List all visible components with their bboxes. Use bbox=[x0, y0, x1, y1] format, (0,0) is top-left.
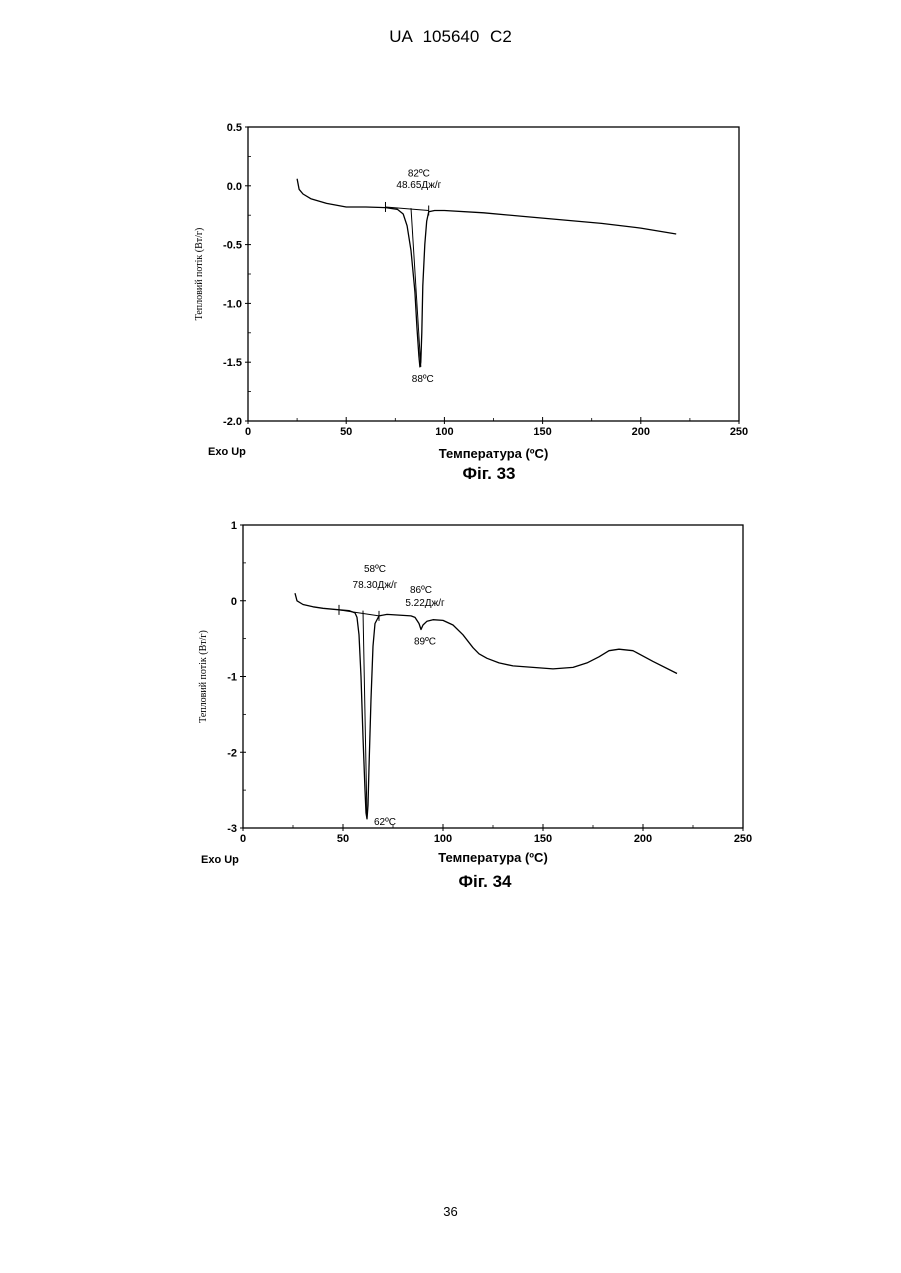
plot-frame bbox=[243, 525, 743, 828]
page-number: 36 bbox=[0, 1204, 901, 1219]
peak-annotation: 62ºC bbox=[374, 817, 396, 828]
dsc-chart-fig-34: 10-1-2-3050100150200250Тепловий потік (В… bbox=[0, 0, 901, 900]
y-tick-label: 0 bbox=[231, 596, 237, 608]
integration-baseline bbox=[339, 610, 379, 616]
x-axis-label: Температура (ºC) bbox=[438, 850, 548, 865]
figure-label: Фіг. 34 bbox=[459, 872, 513, 891]
y-tick-label: -3 bbox=[227, 823, 237, 835]
peak-annotation: 5.22Дж/г bbox=[405, 598, 445, 609]
y-tick-label: 1 bbox=[231, 520, 237, 532]
x-tick-label: 200 bbox=[634, 833, 652, 845]
x-tick-label: 0 bbox=[240, 833, 246, 845]
x-tick-label: 250 bbox=[734, 833, 752, 845]
dsc-curve bbox=[295, 593, 677, 819]
peak-annotation: 58ºC bbox=[364, 564, 386, 575]
x-tick-label: 50 bbox=[337, 833, 349, 845]
y-tick-label: -2 bbox=[227, 747, 237, 759]
x-tick-label: 100 bbox=[434, 833, 452, 845]
x-tick-label: 150 bbox=[534, 833, 552, 845]
peak-annotation: 78.30Дж/г bbox=[353, 580, 398, 591]
exo-up-label: Exo Up bbox=[201, 854, 239, 866]
peak-annotation: 86ºC bbox=[410, 585, 432, 596]
y-tick-label: -1 bbox=[227, 672, 237, 684]
peak-annotation: 89ºC bbox=[414, 637, 436, 648]
y-axis-label: Тепловий потік (Вт/г) bbox=[198, 630, 209, 723]
